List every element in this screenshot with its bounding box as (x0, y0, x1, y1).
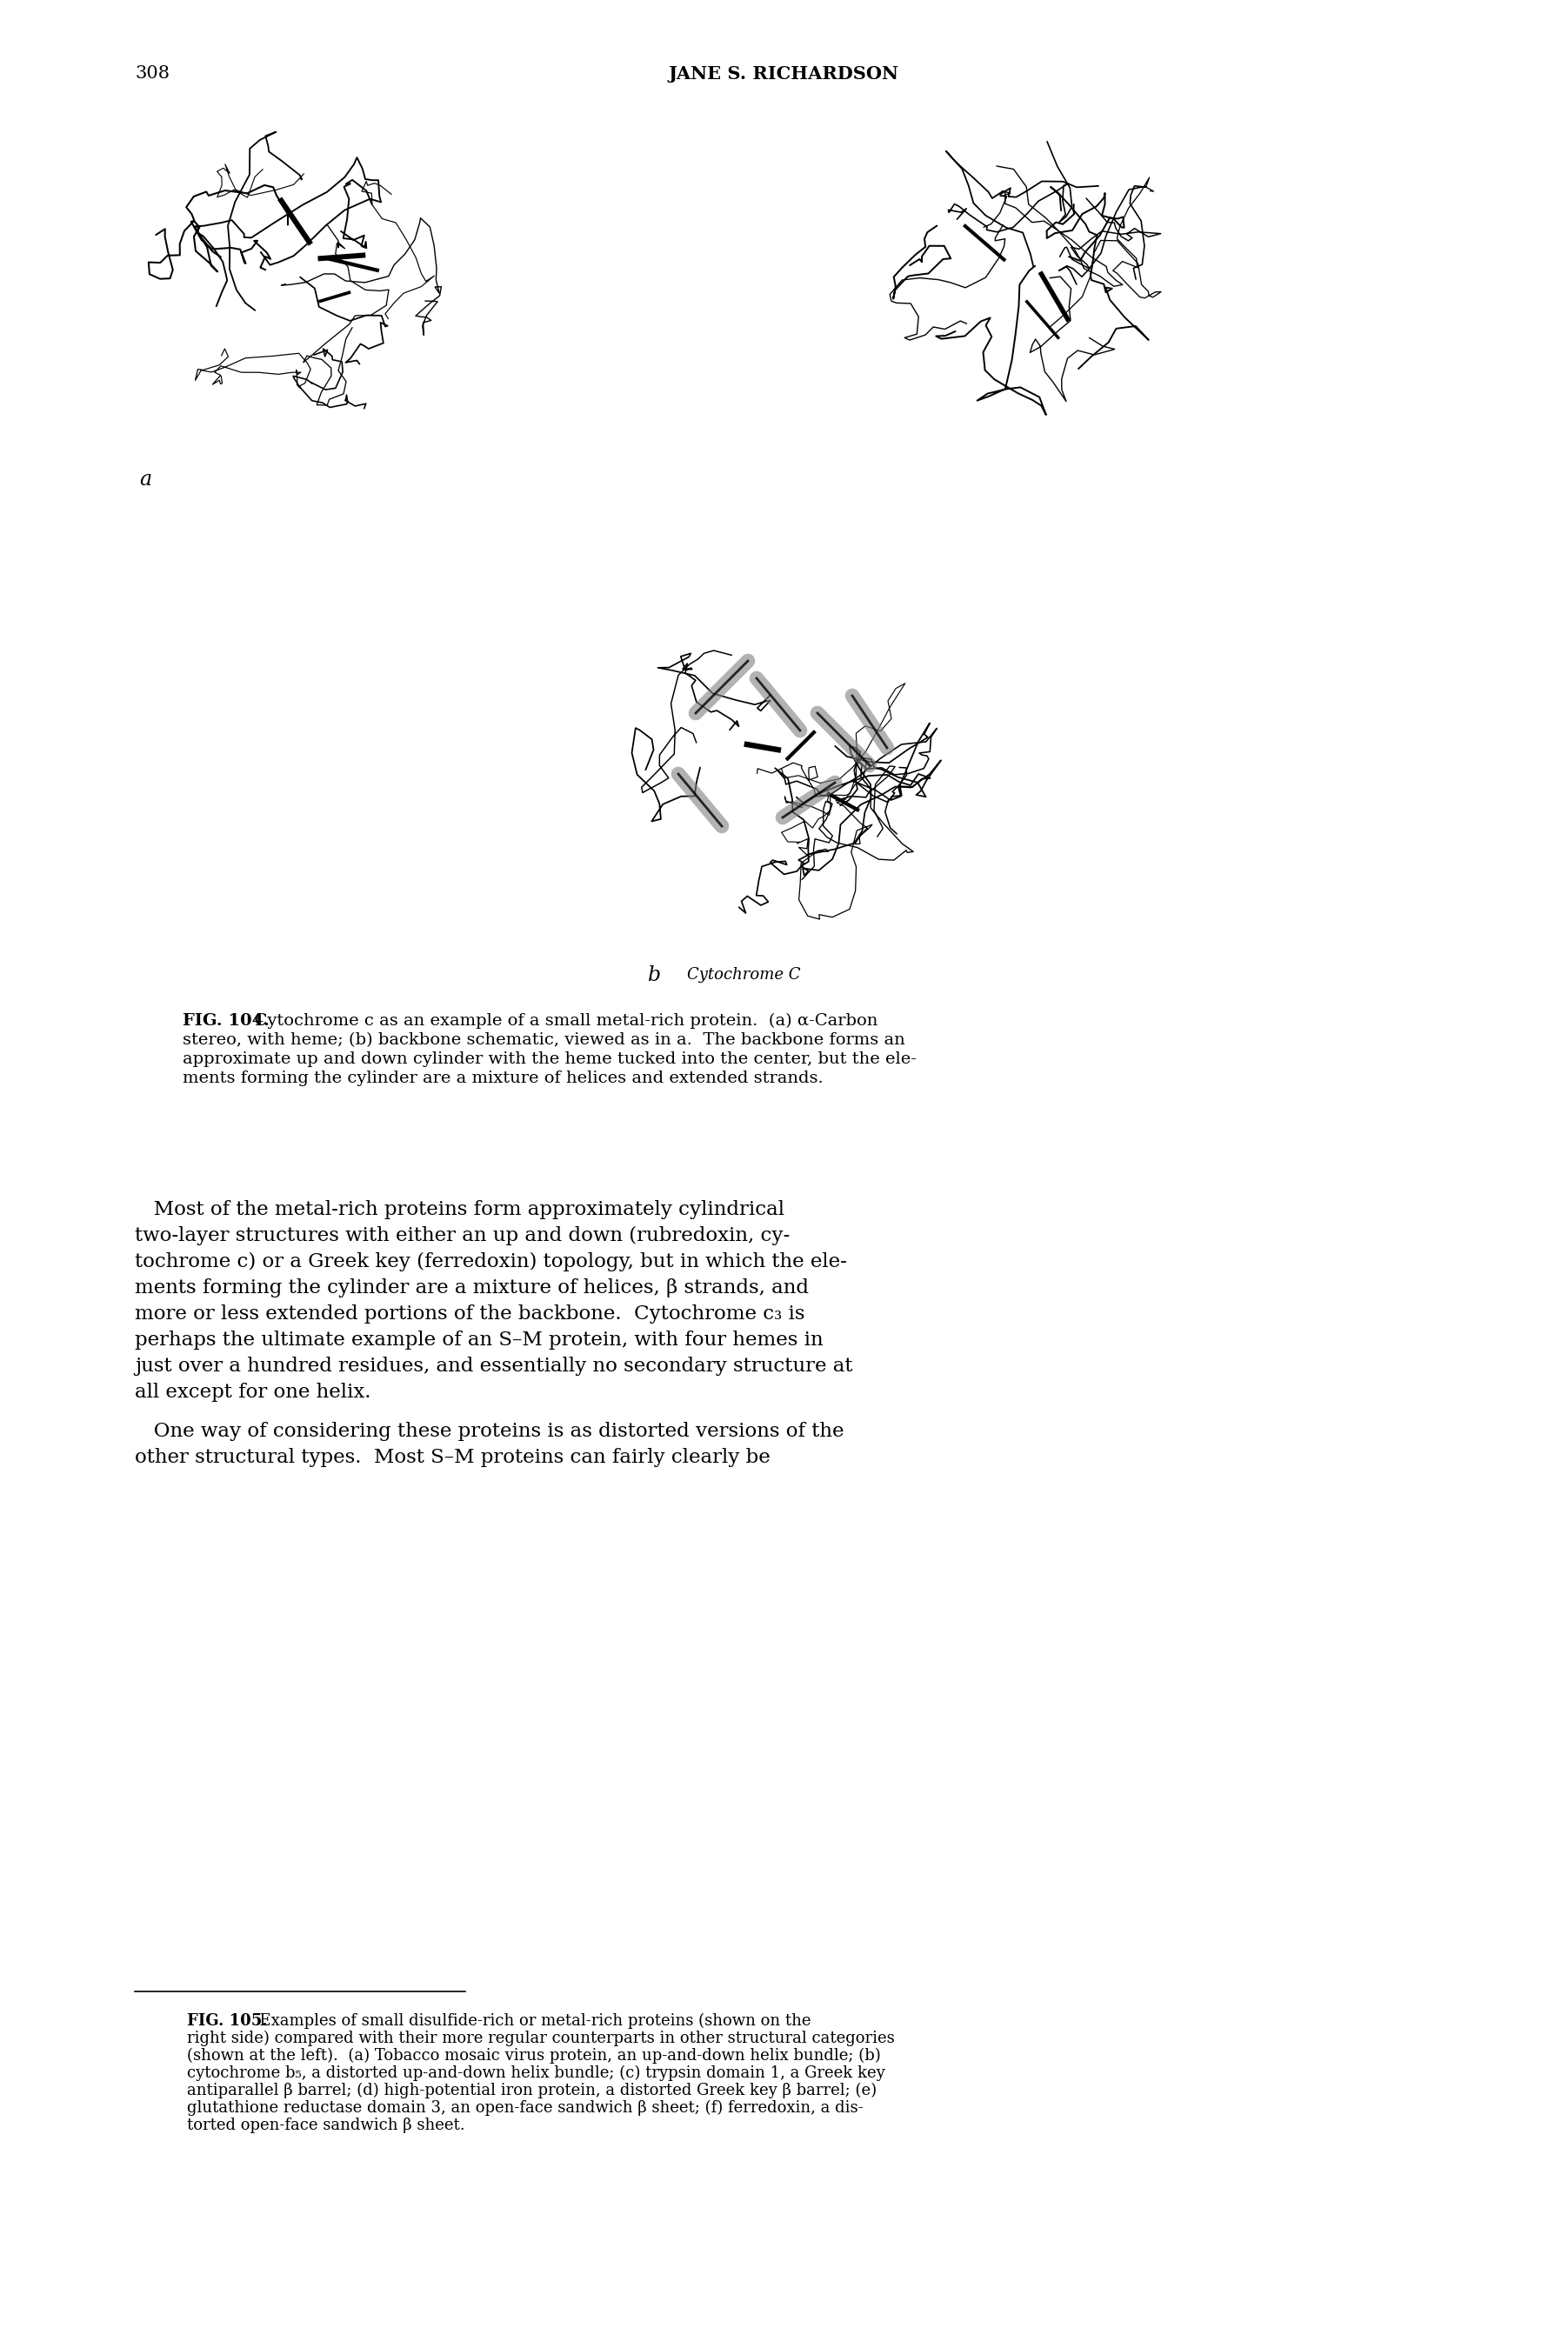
Text: 308: 308 (135, 66, 169, 82)
Text: Cytochrome c as an example of a small metal-rich protein.  (a) α-Carbon: Cytochrome c as an example of a small me… (243, 1012, 878, 1028)
Text: Examples of small disulfide-rich or metal-rich proteins (shown on the: Examples of small disulfide-rich or meta… (249, 2012, 811, 2029)
Text: torted open-face sandwich β sheet.: torted open-face sandwich β sheet. (187, 2118, 466, 2134)
Text: FIG. 104.: FIG. 104. (182, 1012, 270, 1028)
Text: b: b (648, 965, 662, 986)
Text: perhaps the ultimate example of an S–M protein, with four hemes in: perhaps the ultimate example of an S–M p… (135, 1331, 823, 1350)
Text: ments forming the cylinder are a mixture of helices and extended strands.: ments forming the cylinder are a mixture… (182, 1071, 823, 1087)
Text: a: a (140, 470, 152, 491)
Text: stereo, with heme; (b) backbone schematic, viewed as in a.  The backbone forms a: stereo, with heme; (b) backbone schemati… (182, 1033, 905, 1047)
Text: Most of the metal-rich proteins form approximately cylindrical: Most of the metal-rich proteins form app… (135, 1200, 784, 1219)
Text: all except for one helix.: all except for one helix. (135, 1383, 372, 1402)
Text: approximate up and down cylinder with the heme tucked into the center, but the e: approximate up and down cylinder with th… (182, 1052, 917, 1066)
Text: antiparallel β barrel; (d) high-potential iron protein, a distorted Greek key β : antiparallel β barrel; (d) high-potentia… (187, 2083, 877, 2099)
Text: glutathione reductase domain 3, an open-face sandwich β sheet; (f) ferredoxin, a: glutathione reductase domain 3, an open-… (187, 2099, 864, 2116)
Text: ments forming the cylinder are a mixture of helices, β strands, and: ments forming the cylinder are a mixture… (135, 1277, 809, 1298)
Text: (shown at the left).  (a) Tobacco mosaic virus protein, an up-and-down helix bun: (shown at the left). (a) Tobacco mosaic … (187, 2047, 881, 2064)
Text: more or less extended portions of the backbone.  Cytochrome c₃ is: more or less extended portions of the ba… (135, 1305, 804, 1324)
Text: JANE S. RICHARDSON: JANE S. RICHARDSON (668, 66, 900, 82)
Text: just over a hundred residues, and essentially no secondary structure at: just over a hundred residues, and essent… (135, 1357, 853, 1376)
Text: FIG. 105.: FIG. 105. (187, 2012, 268, 2029)
Text: two-layer structures with either an up and down (rubredoxin, cy-: two-layer structures with either an up a… (135, 1226, 790, 1244)
Text: Cytochrome C: Cytochrome C (687, 967, 801, 984)
Text: tochrome c) or a Greek key (ferredoxin) topology, but in which the ele-: tochrome c) or a Greek key (ferredoxin) … (135, 1251, 847, 1273)
Text: cytochrome b₅, a distorted up-and-down helix bundle; (c) trypsin domain 1, a Gre: cytochrome b₅, a distorted up-and-down h… (187, 2066, 884, 2080)
Text: One way of considering these proteins is as distorted versions of the: One way of considering these proteins is… (135, 1423, 844, 1442)
Text: other structural types.  Most S–M proteins can fairly clearly be: other structural types. Most S–M protein… (135, 1449, 770, 1468)
Text: right side) compared with their more regular counterparts in other structural ca: right side) compared with their more reg… (187, 2031, 895, 2047)
